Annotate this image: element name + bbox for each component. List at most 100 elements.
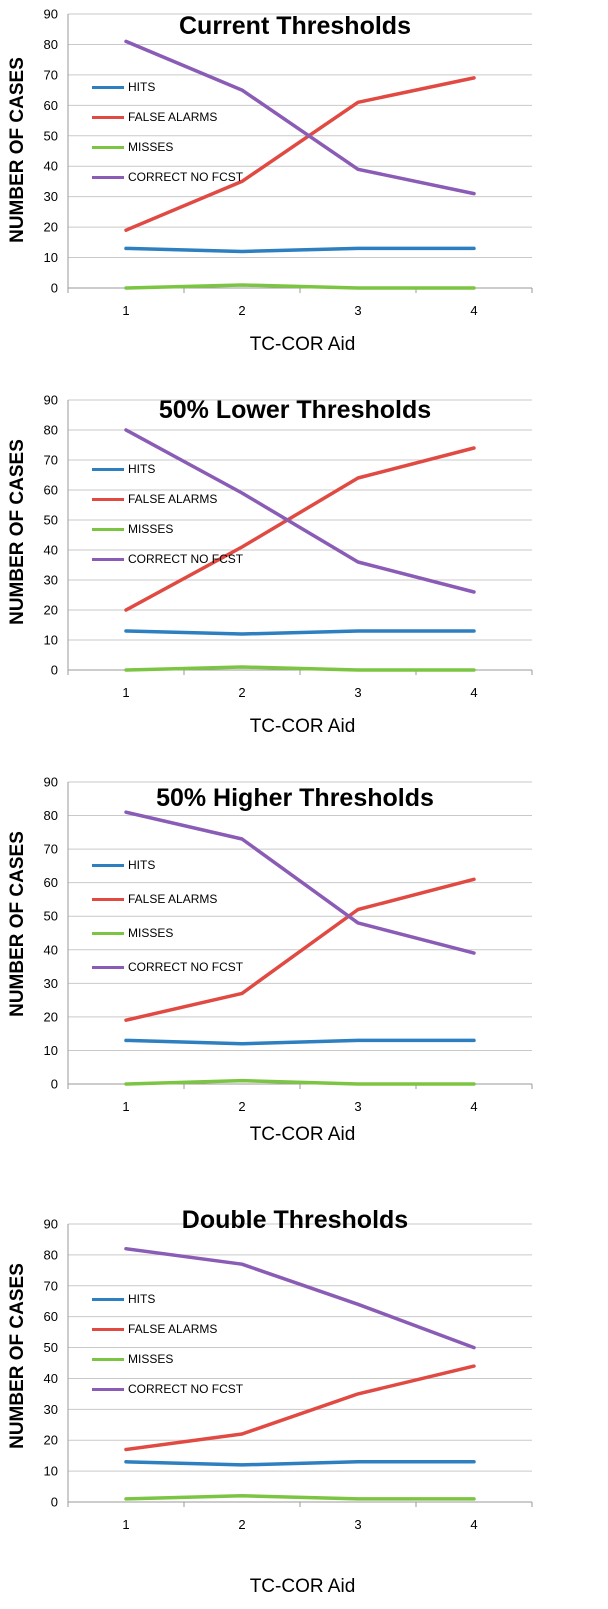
legend-item-false-alarms: FALSE ALARMS [92,882,243,916]
legend-swatch-correct-no-fcst [92,1387,124,1391]
chart-title: 50% Lower Thresholds [158,396,432,424]
x-axis-label: TC-COR Aid [249,716,356,737]
y-tick-label: 50 [44,128,58,143]
x-tick-label: 2 [238,1099,245,1114]
legend-label-misses: MISSES [128,522,174,536]
y-tick-label: 30 [44,573,58,588]
series-line-hits [124,246,476,254]
legend-swatch-hits [92,863,124,867]
y-tick-label: 50 [44,909,58,924]
y-axis-label-wrap: NUMBER OF CASES [0,0,40,400]
series-line-false-alarms [124,446,476,612]
x-tick-label: 4 [470,685,477,700]
legend-label-hits: HITS [128,1292,156,1306]
x-tick-label: 1 [122,1099,129,1114]
y-axis-label: NUMBER OF CASES [7,439,28,625]
y-axis-label: NUMBER OF CASES [7,1263,28,1449]
legend-label-false-alarms: FALSE ALARMS [128,492,218,506]
x-tick-label: 3 [354,303,361,318]
x-tick-label: 2 [238,1517,245,1532]
chart-svg-50-lower-thresholds: 0 10 20 30 40 50 60 70 80 90 1 2 3 4 [44,393,533,700]
legend-swatch-correct-no-fcst [92,175,124,179]
y-tick-label: 0 [51,281,58,296]
x-tick-label: 1 [122,685,129,700]
chart-panel-current-thresholds: 0 10 20 30 40 50 60 70 80 90 1 2 3 4 NUMBER OF CASES … [0,0,608,400]
chart-svg-double-thresholds: 0 10 20 30 40 50 60 70 80 90 1 2 3 4 [44,1217,533,1532]
y-tick-label: 50 [44,1340,58,1355]
series-line-correct-no-fcst [124,428,476,594]
legend-item-correct-no-fcst: CORRECT NO FCST [92,162,243,192]
y-tick-label: 30 [44,976,58,991]
chart-legend: HITS FALSE ALARMS MISSES CORRECT NO FCST [92,454,243,574]
legend-item-misses: MISSES [92,132,243,162]
y-tick-label: 0 [51,1077,58,1092]
y-tick-label: 30 [44,189,58,204]
x-tick-label: 3 [354,1517,361,1532]
legend-label-correct-no-fcst: CORRECT NO FCST [128,1382,244,1396]
legend-label-correct-no-fcst: CORRECT NO FCST [128,170,244,184]
legend-swatch-false-alarms [92,115,124,119]
y-tick-label: 10 [44,1464,58,1479]
legend-swatch-false-alarms [92,497,124,501]
legend-item-hits: HITS [92,454,243,484]
y-tick-label: 0 [51,663,58,678]
series-line-hits [124,1460,476,1467]
chart-panel-50-lower-thresholds: 0 10 20 30 40 50 60 70 80 90 1 2 3 4 NUMBER OF CASES … [0,382,608,782]
y-axis-label-wrap: NUMBER OF CASES [0,1186,40,1586]
series-line-false-alarms [124,76,476,232]
chart-legend: HITS FALSE ALARMS MISSES CORRECT NO FCST [92,1284,243,1404]
legend-label-false-alarms: FALSE ALARMS [128,1322,218,1336]
chart-panel-double-thresholds: 0 10 20 30 40 50 60 70 80 90 1 2 3 4 NUMBER OF CASES … [0,1186,608,1597]
x-axis-label: TC-COR Aid [249,1576,356,1597]
y-tick-label: 20 [44,1433,58,1448]
y-tick-label: 10 [44,633,58,648]
legend-label-false-alarms: FALSE ALARMS [128,110,218,124]
x-tick-label: 3 [354,685,361,700]
x-tick-label: 4 [470,1517,477,1532]
chart-title: 50% Higher Thresholds [156,784,434,812]
series-line-correct-no-fcst [124,39,476,196]
legend-label-misses: MISSES [128,926,174,940]
y-tick-label: 10 [44,1043,58,1058]
y-tick-label: 90 [44,393,58,408]
legend-item-hits: HITS [92,1284,243,1314]
legend-item-misses: MISSES [92,916,243,950]
legend-label-correct-no-fcst: CORRECT NO FCST [128,552,244,566]
legend-item-false-alarms: FALSE ALARMS [92,102,243,132]
series-line-correct-no-fcst [124,810,476,955]
legend-label-hits: HITS [128,80,156,94]
series-line-misses [124,283,476,290]
y-tick-label: 80 [44,37,58,52]
chart-svg-50-higher-thresholds: 0 10 20 30 40 50 60 70 80 90 1 2 3 4 [44,775,533,1114]
y-tick-label: 10 [44,250,58,265]
y-tick-label: 0 [51,1495,58,1510]
legend-swatch-misses [92,527,124,531]
x-tick-label: 1 [122,303,129,318]
legend-item-misses: MISSES [92,514,243,544]
y-tick-label: 20 [44,603,58,618]
legend-item-misses: MISSES [92,1344,243,1374]
x-tick-label: 3 [354,1099,361,1114]
y-tick-label: 80 [44,808,58,823]
legend-swatch-false-alarms [92,1327,124,1331]
legend-swatch-hits [92,467,124,471]
x-tick-label: 4 [470,1099,477,1114]
chart-svg-current-thresholds: 0 10 20 30 40 50 60 70 80 90 1 2 3 4 [44,7,533,318]
y-tick-label: 60 [44,98,58,113]
y-axis-label-wrap: NUMBER OF CASES [0,382,40,782]
y-tick-label: 40 [44,543,58,558]
series-line-hits [124,1038,476,1046]
y-axis-label-wrap: NUMBER OF CASES [0,764,40,1164]
y-tick-label: 60 [44,875,58,890]
y-tick-label: 60 [44,1309,58,1324]
legend-swatch-false-alarms [92,897,124,901]
legend-swatch-misses [92,1357,124,1361]
y-tick-label: 80 [44,1247,58,1262]
x-tick-label: 2 [238,303,245,318]
chart-title: Current Thresholds [179,12,411,40]
legend-label-false-alarms: FALSE ALARMS [128,892,218,906]
legend-label-misses: MISSES [128,1352,174,1366]
series-line-misses [124,665,476,672]
legend-item-hits: HITS [92,72,243,102]
series-line-misses [124,1494,476,1501]
